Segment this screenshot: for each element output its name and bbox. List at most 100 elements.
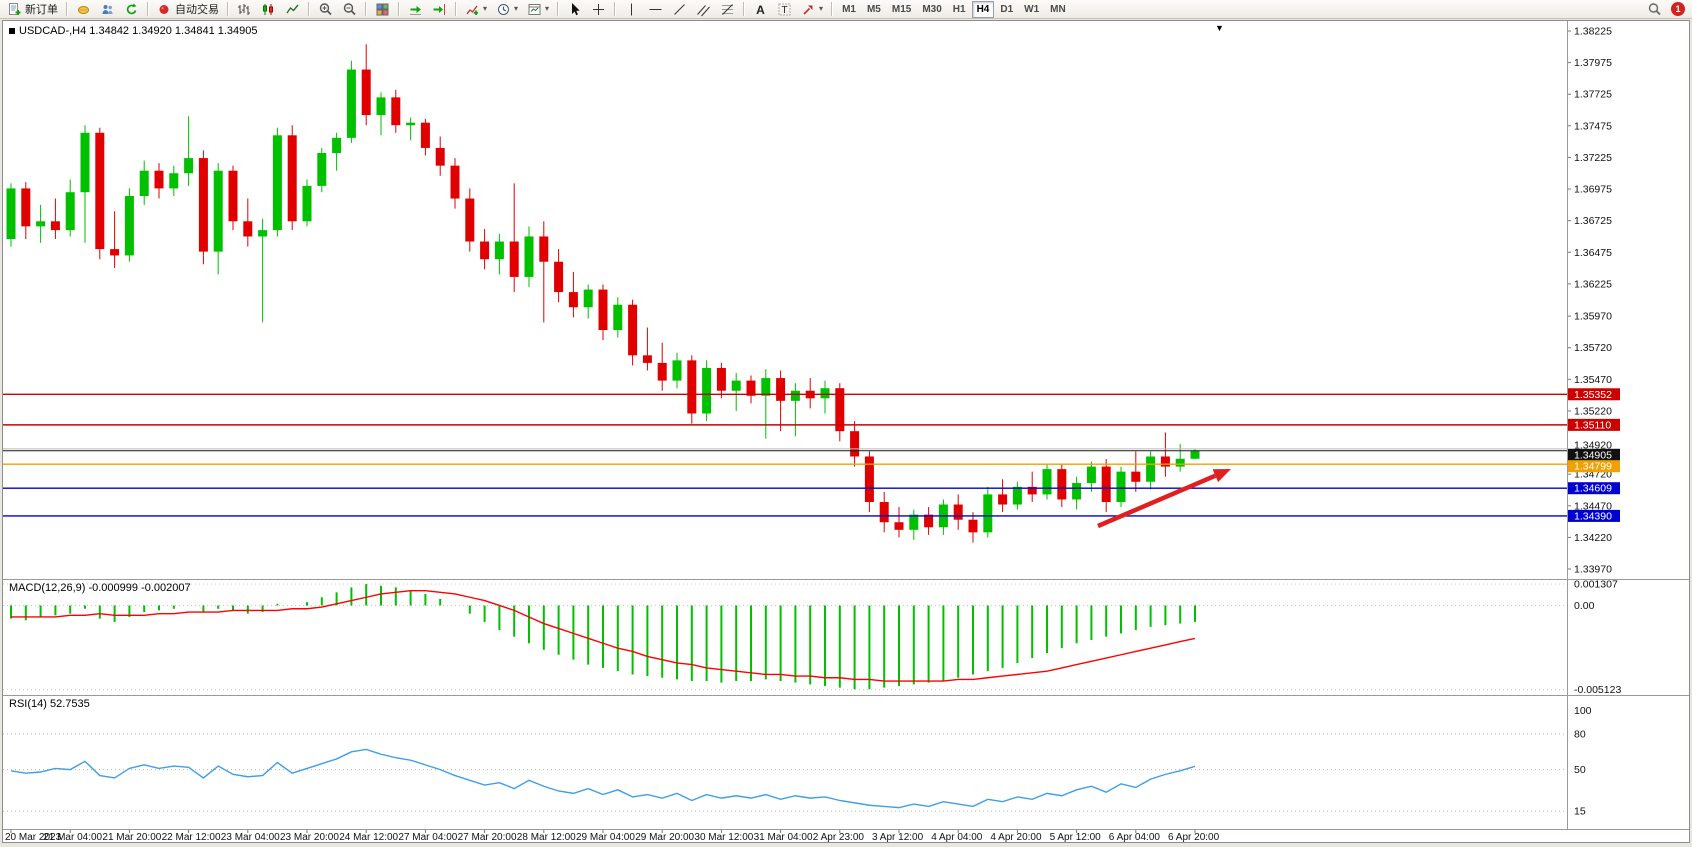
- cursor-button[interactable]: [563, 1, 586, 18]
- annotation-arrow-head[interactable]: [1212, 469, 1231, 483]
- svg-text:A: A: [756, 3, 765, 17]
- candle-body: [539, 236, 549, 262]
- search-button[interactable]: [1643, 1, 1666, 18]
- text-button[interactable]: A: [749, 1, 772, 18]
- vertical-line-button[interactable]: [620, 1, 643, 18]
- auto-scroll-icon: [410, 5, 421, 15]
- price-badge-label: 1.35110: [1574, 419, 1611, 431]
- toolbar-separator: [66, 2, 68, 16]
- annotation-arrow-line[interactable]: [1097, 473, 1217, 529]
- line-chart-button[interactable]: [281, 1, 304, 18]
- periods-button[interactable]: ▾: [492, 1, 522, 18]
- fibonacci-button[interactable]: [716, 1, 739, 18]
- crosshair-icon: [593, 3, 605, 15]
- candle-body: [36, 221, 46, 227]
- time-axis-label: 31 Mar 04:00: [754, 832, 813, 842]
- candle-body: [509, 241, 519, 277]
- autotrading-button[interactable]: 自动交易: [153, 1, 223, 18]
- trendline-button[interactable]: [668, 1, 691, 18]
- price-tick-label: 1.37725: [1574, 89, 1612, 101]
- candle-body: [687, 360, 697, 414]
- candle-body: [702, 367, 712, 414]
- crosshair-button[interactable]: [587, 1, 610, 18]
- candle-body: [450, 165, 460, 199]
- candle-body: [1160, 456, 1170, 467]
- timeframe-h4-button[interactable]: H4: [971, 0, 995, 18]
- candle-body: [287, 135, 297, 222]
- candlestick-chart-button[interactable]: [257, 1, 280, 18]
- timeframe-h1-button[interactable]: H1: [948, 1, 971, 18]
- time-axis-label: 27 Mar 04:00: [398, 832, 457, 842]
- candle-body: [746, 380, 756, 396]
- zoom-out-button[interactable]: [338, 1, 361, 18]
- tile-windows-button[interactable]: [371, 1, 394, 18]
- candle-body: [420, 122, 430, 148]
- profiles-button[interactable]: [96, 1, 119, 18]
- time-axis-label: 4 Apr 20:00: [990, 832, 1042, 842]
- macd-indicator-label: MACD(12,26,9) -0.000999 -0.002007: [9, 582, 191, 594]
- timeframe-m15-button[interactable]: M15: [887, 1, 916, 18]
- price-tick-label: 1.37975: [1574, 57, 1612, 69]
- dropdown-arrow-icon[interactable]: ▾: [819, 4, 824, 13]
- timeframe-m30-button[interactable]: M30: [917, 1, 946, 18]
- indicators-button[interactable]: ▾: [461, 1, 491, 18]
- candle-body: [657, 362, 667, 381]
- chart-shift-button[interactable]: [428, 1, 451, 18]
- zoom-in-button[interactable]: [314, 1, 337, 18]
- price-badge: [1568, 509, 1620, 522]
- equidistant-channel-button[interactable]: [692, 1, 715, 18]
- arrows-button[interactable]: ▾: [797, 1, 827, 18]
- toolbar-separator: [398, 2, 400, 16]
- toolbar-separator: [831, 2, 834, 16]
- template-icon: [528, 3, 541, 15]
- auto-scroll-button[interactable]: [404, 1, 427, 18]
- price-tick-label: 1.35470: [1574, 374, 1612, 386]
- candle-body: [1131, 471, 1141, 482]
- price-badge-label: 1.34920: [1574, 439, 1612, 451]
- macd-tick-label: -0.005123: [1574, 684, 1621, 696]
- horizontal-line-button[interactable]: [644, 1, 667, 18]
- price-badge: [1568, 438, 1620, 451]
- candle-body: [909, 514, 919, 530]
- dropdown-arrow-icon[interactable]: ▾: [545, 4, 550, 13]
- chart-ohlc-title: USDCAD-,H4 1.34842 1.34920 1.34841 1.349…: [9, 25, 258, 37]
- dropdown-arrow-icon[interactable]: ▾: [514, 4, 519, 13]
- timeframe-m5-button[interactable]: M5: [862, 1, 886, 18]
- object-anchor-marker: ▼: [1215, 23, 1224, 33]
- candle-body: [272, 135, 282, 231]
- candle-body: [154, 170, 164, 189]
- refresh-button[interactable]: [120, 1, 143, 18]
- rsi-tick-label: 50: [1574, 764, 1586, 776]
- bar-chart-button[interactable]: [233, 1, 256, 18]
- timeframe-d1-button[interactable]: D1: [995, 1, 1018, 18]
- time-axis-label: 23 Mar 20:00: [280, 832, 339, 842]
- candle-body: [376, 97, 386, 116]
- notifications-button[interactable]: 1: [1667, 1, 1689, 18]
- rsi-tick-label: 80: [1574, 729, 1586, 741]
- candle-body: [332, 137, 342, 154]
- price-tick-label: 1.38225: [1574, 25, 1612, 37]
- horizontal-line-icon: [649, 8, 662, 10]
- text-label-button[interactable]: T: [773, 1, 796, 18]
- candle-body: [598, 289, 608, 331]
- chart-background[interactable]: [3, 21, 1689, 842]
- new-order-button[interactable]: 新订单: [3, 1, 62, 18]
- dropdown-arrow-icon[interactable]: ▾: [483, 4, 488, 13]
- chart-window: 1.38225 1.37975 1.37725 1.37475 1.37225 1.369…: [2, 20, 1690, 843]
- candle-body: [65, 192, 75, 231]
- candle-body: [820, 388, 830, 399]
- time-axis-label: 20 Mar 2023: [5, 832, 62, 842]
- chart-canvas-area: 1.38225 1.37975 1.37725 1.37475 1.37225 1.369…: [3, 21, 1689, 843]
- macd-tick-label: 0.00: [1574, 600, 1595, 612]
- timeframe-m1-button[interactable]: M1: [837, 1, 861, 18]
- candle-body: [391, 97, 401, 126]
- candle-body: [1146, 456, 1156, 482]
- timeframe-mn-button[interactable]: MN: [1045, 1, 1071, 18]
- candle-body: [6, 188, 16, 239]
- price-badge: [1568, 388, 1620, 401]
- timeframe-w1-button[interactable]: W1: [1019, 1, 1044, 18]
- price-tick-label: 1.37475: [1574, 120, 1612, 132]
- candle-body: [998, 494, 1008, 505]
- finance-button[interactable]: [72, 1, 95, 18]
- templates-button[interactable]: ▾: [523, 1, 553, 18]
